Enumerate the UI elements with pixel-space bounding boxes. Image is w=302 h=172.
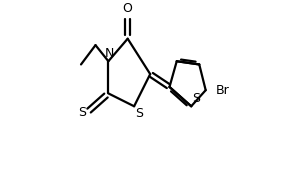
Text: N: N <box>104 47 114 60</box>
Text: S: S <box>135 107 143 120</box>
Text: O: O <box>123 2 133 15</box>
Text: S: S <box>192 93 200 105</box>
Text: S: S <box>78 106 86 119</box>
Text: Br: Br <box>216 84 230 97</box>
